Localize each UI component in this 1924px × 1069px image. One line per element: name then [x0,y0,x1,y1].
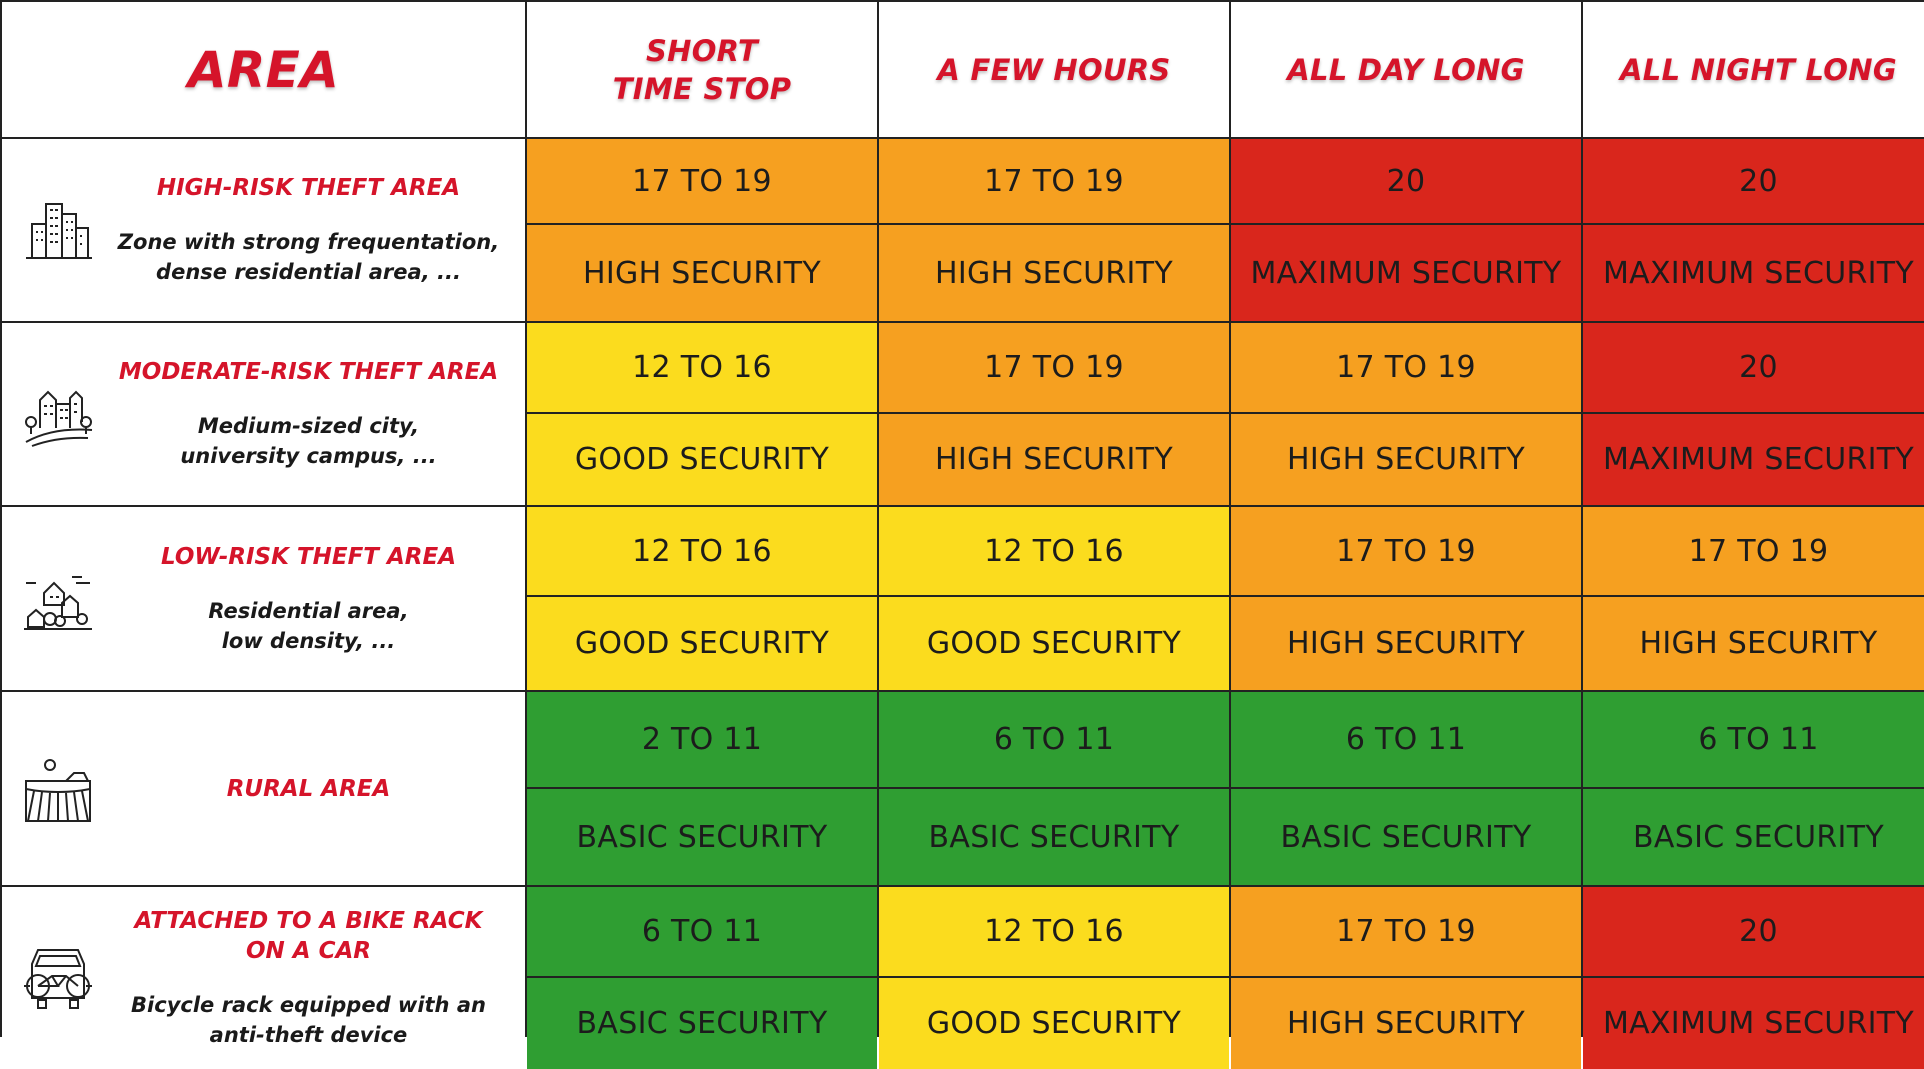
area-bike-rack-car: ATTACHED TO A BIKE RACK ON A CAR Bicycle… [2,887,525,1069]
security-level-cell: HIGH SECURITY [1231,414,1581,505]
security-level-cell: BASIC SECURITY [1231,789,1581,885]
security-level-cell: HIGH SECURITY [1583,597,1924,690]
rating-cell: 17 TO 19 [1231,887,1581,976]
security-level-cell: GOOD SECURITY [527,597,877,690]
rural-field-icon [25,758,91,822]
header-all-day-long: ALL DAY LONG [1231,2,1581,137]
area-title: RURAL AREA [226,775,391,802]
security-level-cell: HIGH SECURITY [527,225,877,321]
security-level-cell: GOOD SECURITY [527,414,877,505]
security-level-cell: HIGH SECURITY [879,225,1229,321]
rating-cell: 2 TO 11 [527,692,877,787]
area-description: Medium-sized city, university campus, ..… [180,414,437,468]
village-icon [24,575,92,630]
area-title: LOW-RISK THEFT AREA [160,543,456,570]
security-level-cell: GOOD SECURITY [879,978,1229,1069]
area-title: ATTACHED TO A BIKE RACK ON A CAR [134,908,483,964]
header-a-few-hours: A FEW HOURS [879,2,1229,137]
security-level-cell: MAXIMUM SECURITY [1231,225,1581,321]
rating-cell: 17 TO 19 [879,139,1229,223]
area-rural: RURAL AREA [2,692,525,885]
area-title: MODERATE-RISK THEFT AREA [118,359,499,385]
security-level-cell: BASIC SECURITY [1583,789,1924,885]
security-level-cell: BASIC SECURITY [527,978,877,1069]
area-description: Residential area, low density, ... [208,598,409,653]
rating-cell: 6 TO 11 [1231,692,1581,787]
security-level-cell: BASIC SECURITY [879,789,1229,885]
rating-cell: 17 TO 19 [879,323,1229,412]
security-level-cell: BASIC SECURITY [527,789,877,885]
area-description: Bicycle rack equipped with an anti-theft… [131,993,486,1047]
rating-cell: 17 TO 19 [1231,323,1581,412]
rating-cell: 20 [1231,139,1581,223]
header-area: AREA [2,2,525,137]
security-level-cell: GOOD SECURITY [879,597,1229,690]
security-level-cell: HIGH SECURITY [879,414,1229,505]
area-low-risk: LOW-RISK THEFT AREA Residential area, lo… [2,507,525,690]
rating-cell: 6 TO 11 [1583,692,1924,787]
header-all-night-long: ALL NIGHT LONG [1583,2,1924,137]
rating-cell: 12 TO 16 [879,887,1229,976]
security-level-cell: MAXIMUM SECURITY [1583,978,1924,1069]
area-description: Zone with strong frequentation, dense re… [117,230,500,284]
rating-cell: 20 [1583,323,1924,412]
town-icon [25,390,93,447]
rating-cell: 20 [1583,887,1924,976]
rating-cell: 12 TO 16 [527,507,877,595]
rating-cell: 12 TO 16 [879,507,1229,595]
security-level-cell: MAXIMUM SECURITY [1583,225,1924,321]
area-moderate-risk: MODERATE-RISK THEFT AREA Medium-sized ci… [2,323,525,505]
area-title: HIGH-RISK THEFT AREA [156,175,461,201]
rating-cell: 6 TO 11 [527,887,877,976]
header-short-time-stop: SHORT TIME STOP [527,2,877,137]
rating-cell: 20 [1583,139,1924,223]
rating-cell: 6 TO 11 [879,692,1229,787]
security-level-cell: HIGH SECURITY [1231,597,1581,690]
security-level-cell: MAXIMUM SECURITY [1583,414,1924,505]
rating-cell: 17 TO 19 [1583,507,1924,595]
area-high-risk: HIGH-RISK THEFT AREA Zone with strong fr… [2,139,525,321]
security-level-cell: HIGH SECURITY [1231,978,1581,1069]
car-bike-rack-icon [24,949,92,1009]
rating-cell: 17 TO 19 [527,139,877,223]
rating-cell: 12 TO 16 [527,323,877,412]
rating-cell: 17 TO 19 [1231,507,1581,595]
city-buildings-icon [26,203,92,259]
